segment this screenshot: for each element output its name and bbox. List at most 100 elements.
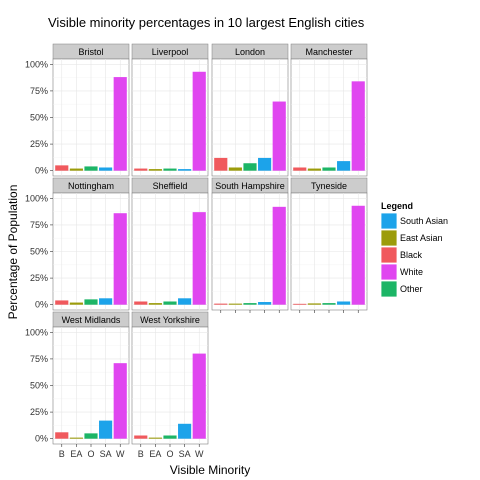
bar-liverpool-sa xyxy=(178,169,192,171)
bar-sheffield-w xyxy=(192,212,206,305)
y-tick-label: 100% xyxy=(25,59,48,69)
facet-label: Bristol xyxy=(78,47,103,57)
bar-west-yorkshire-o xyxy=(163,435,177,439)
y-tick-label: 0% xyxy=(35,434,48,444)
legend-item-black: Black xyxy=(380,246,423,264)
facet-label: Manchester xyxy=(305,47,352,57)
y-tick-label: 100% xyxy=(25,193,48,203)
y-tick-label: 50% xyxy=(30,381,48,391)
legend-item-east-asian: East Asian xyxy=(380,229,443,247)
bar-west-yorkshire-w xyxy=(192,353,206,439)
bar-manchester-o xyxy=(322,167,336,171)
bar-west-midlands-sa xyxy=(99,420,113,439)
bar-tyneside-b xyxy=(293,303,307,305)
y-tick-label: 75% xyxy=(30,86,48,96)
panel-west-midlands: West Midlands 0% 25% 50% 75% 100% B EA O SA W xyxy=(25,311,130,459)
bar-manchester-w xyxy=(351,81,365,171)
x-tick-label: W xyxy=(116,449,125,459)
facet-panels: Bristol 0% 25% 50% 75% 100% Liverpool London Man… xyxy=(25,43,368,459)
panel-liverpool: Liverpool xyxy=(131,43,209,177)
facet-label: Liverpool xyxy=(152,47,189,57)
bar-west-midlands-b xyxy=(55,432,69,439)
facet-label: London xyxy=(235,47,265,57)
facet-label: Tyneside xyxy=(311,181,347,191)
y-axis-label: Percentage of Population xyxy=(6,185,20,320)
bar-sheffield-sa xyxy=(178,298,192,305)
facet-label: West Yorkshire xyxy=(140,315,200,325)
legend-swatch xyxy=(380,212,398,230)
x-tick-label: B xyxy=(59,449,65,459)
facet-label: South Hampshire xyxy=(215,181,285,191)
facet-label: Nottingham xyxy=(68,181,114,191)
bar-tyneside-ea xyxy=(307,303,321,305)
bar-bristol-sa xyxy=(99,167,113,171)
x-tick-label: W xyxy=(195,449,204,459)
bar-tyneside-w xyxy=(351,205,365,305)
legend: Legend South Asian East Asian Black White Ot… xyxy=(380,201,448,298)
bar-south-hampshire-b xyxy=(214,303,228,305)
bar-london-sa xyxy=(258,157,272,171)
facet-label: Sheffield xyxy=(153,181,188,191)
bar-london-b xyxy=(214,157,228,171)
panel-manchester: Manchester xyxy=(290,43,368,177)
y-tick-label: 25% xyxy=(30,273,48,283)
panel-london: London xyxy=(211,43,289,177)
panel-nottingham: Nottingham 0% 25% 50% 75% 100% xyxy=(25,177,130,311)
y-tick-label: 0% xyxy=(35,300,48,310)
bar-nottingham-sa xyxy=(99,298,113,305)
y-tick-label: 25% xyxy=(30,407,48,417)
bar-tyneside-o xyxy=(322,303,336,305)
bar-nottingham-ea xyxy=(69,302,83,305)
facet-label: West Midlands xyxy=(62,315,121,325)
legend-title: Legend xyxy=(381,201,413,211)
bar-bristol-b xyxy=(55,165,69,171)
panel-sheffield: Sheffield xyxy=(131,177,209,311)
bar-sheffield-o xyxy=(163,301,177,305)
legend-item-other: Other xyxy=(380,280,423,298)
x-tick-label: SA xyxy=(179,449,191,459)
bar-south-hampshire-sa xyxy=(258,302,272,305)
chart-title: Visible minority percentages in 10 large… xyxy=(48,15,365,30)
bar-bristol-w xyxy=(113,77,127,171)
bar-london-w xyxy=(272,101,286,171)
bar-south-hampshire-ea xyxy=(228,303,242,305)
bar-liverpool-o xyxy=(163,168,177,171)
x-tick-label: EA xyxy=(149,449,161,459)
y-tick-label: 25% xyxy=(30,139,48,149)
panel-south-hampshire: South Hampshire xyxy=(211,177,289,313)
x-tick-label: SA xyxy=(100,449,112,459)
panel-tyneside: Tyneside xyxy=(290,177,368,313)
bar-west-yorkshire-b xyxy=(134,435,148,439)
bar-nottingham-o xyxy=(84,299,98,305)
bar-west-midlands-ea xyxy=(69,437,83,439)
panel-west-yorkshire: West Yorkshire B EA O SA W xyxy=(131,311,209,459)
legend-label: Other xyxy=(400,284,423,294)
bar-nottingham-w xyxy=(113,213,127,305)
bar-sheffield-b xyxy=(134,301,148,305)
y-tick-label: 100% xyxy=(25,327,48,337)
x-tick-label: B xyxy=(138,449,144,459)
bar-west-yorkshire-ea xyxy=(148,437,162,439)
bar-south-hampshire-w xyxy=(272,206,286,305)
bar-manchester-ea xyxy=(307,168,321,171)
legend-label: White xyxy=(400,267,423,277)
bar-sheffield-ea xyxy=(148,303,162,305)
y-tick-label: 75% xyxy=(30,354,48,364)
bar-london-o xyxy=(243,163,257,171)
legend-swatch xyxy=(380,263,398,281)
legend-label: South Asian xyxy=(400,216,448,226)
legend-item-white: White xyxy=(380,263,423,281)
bar-liverpool-ea xyxy=(148,169,162,171)
y-tick-label: 50% xyxy=(30,113,48,123)
bar-nottingham-b xyxy=(55,300,69,305)
legend-swatch xyxy=(380,229,398,247)
bar-liverpool-b xyxy=(134,168,148,171)
y-tick-label: 0% xyxy=(35,166,48,176)
x-tick-label: O xyxy=(87,449,94,459)
bar-south-hampshire-o xyxy=(243,303,257,305)
bar-tyneside-sa xyxy=(337,301,351,305)
legend-label: Black xyxy=(400,250,423,260)
bar-west-midlands-w xyxy=(113,363,127,439)
x-axis-label: Visible Minority xyxy=(170,463,250,477)
